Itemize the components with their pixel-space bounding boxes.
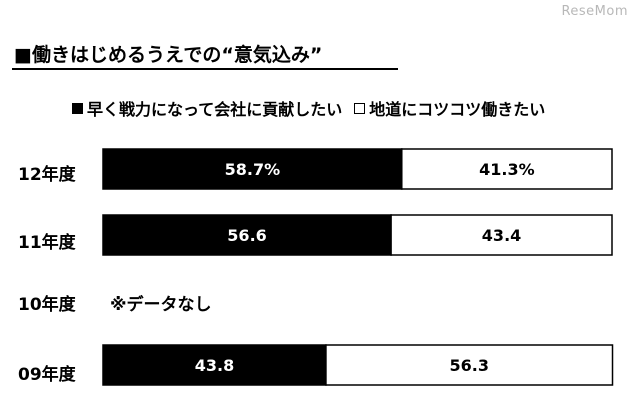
bar-segment-steady-3	[325, 344, 614, 386]
row-label-10: 10年度	[18, 295, 76, 315]
legend-item-steady: 地道にコツコツ働きたい	[354, 96, 545, 120]
legend-label-contribute: 早く戦力になって会社に貢献したい	[87, 100, 343, 119]
no-data-note: ※データなし	[110, 295, 212, 315]
row-label-09: 09年度	[18, 365, 76, 385]
bar-segment-steady-0	[401, 148, 613, 190]
data-label-steady-1: 43.4	[482, 226, 521, 245]
resemom-watermark: ReseMom	[561, 4, 628, 19]
data-label-contribute-1: 56.6	[227, 226, 266, 245]
bar-segment-contribute-3	[102, 344, 327, 386]
chart-legend: 早く戦力になって会社に貢献したい 地道にコツコツ働きたい	[72, 96, 545, 120]
bar-segment-contribute-1	[102, 214, 392, 256]
legend-label-steady: 地道にコツコツ働きたい	[369, 100, 546, 119]
row-label-11: 11年度	[18, 233, 76, 253]
bar-segment-contribute-0	[102, 148, 403, 190]
bar-segment-steady-1	[390, 214, 613, 256]
chart-title: ■働きはじめるうえでの“意気込み”	[14, 44, 323, 66]
title-underline	[12, 68, 398, 70]
data-label-steady-3: 56.3	[449, 356, 488, 375]
data-label-steady-0: 41.3%	[479, 160, 535, 179]
legend-item-contribute: 早く戦力になって会社に貢献したい	[72, 96, 342, 120]
row-label-12: 12年度	[18, 165, 76, 185]
data-label-contribute-0: 58.7%	[225, 160, 281, 179]
legend-swatch-black	[72, 102, 83, 114]
legend-swatch-white	[354, 102, 366, 114]
data-label-contribute-3: 43.8	[195, 356, 234, 375]
